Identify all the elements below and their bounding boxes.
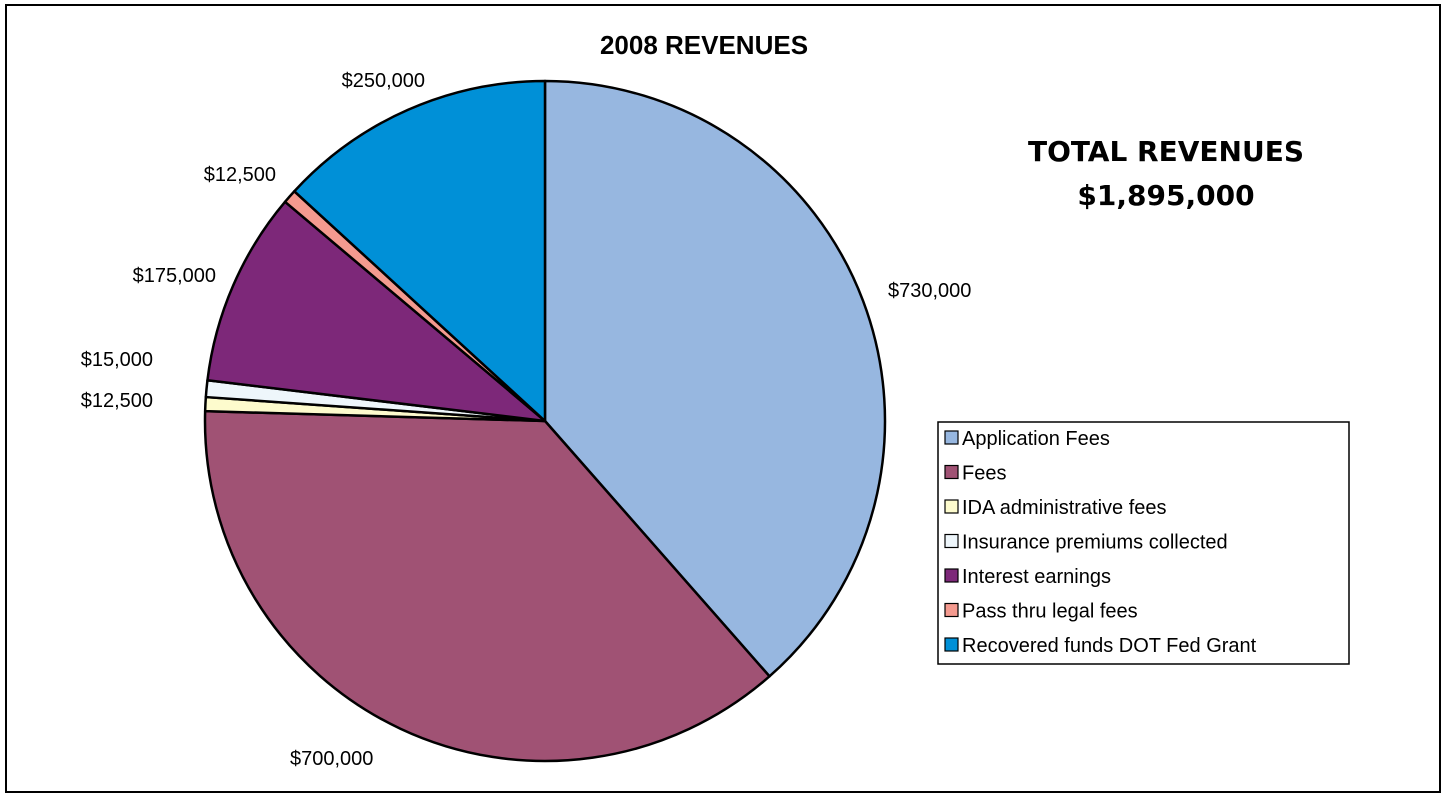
data-label-insurance-premiums-collected: $15,000	[81, 349, 153, 371]
data-label-application-fees: $730,000	[888, 280, 971, 302]
data-label-fees: $700,000	[290, 748, 373, 770]
legend-swatch-application-fees	[944, 430, 959, 445]
pie-slice-recovered-funds-dot-fed-grant	[293, 79, 547, 423]
legend-swatch-ida-administrative-fees	[944, 499, 959, 514]
legend-label-interest-earnings: Interest earnings	[962, 566, 1111, 588]
legend-swatch-recovered-funds-dot-fed-grant	[944, 637, 959, 652]
data-label-recovered-funds-dot-fed-grant: $250,000	[342, 70, 425, 92]
legend-label-insurance-premiums-collected: Insurance premiums collected	[962, 532, 1228, 554]
pie-slices	[203, 79, 887, 763]
legend-label-application-fees: Application Fees	[962, 428, 1110, 450]
legend: Application Fees Fees IDA administrative f…	[937, 421, 1350, 665]
legend-label-ida-administrative-fees: IDA administrative fees	[962, 497, 1167, 519]
pie-slice-interest-earnings	[206, 200, 547, 423]
pie-slice-fees	[203, 409, 771, 763]
legend-label-recovered-funds-dot-fed-grant: Recovered funds DOT Fed Grant	[962, 635, 1257, 657]
legend-swatch-interest-earnings	[944, 568, 959, 583]
chart-title: 2008 REVENUES	[600, 30, 808, 60]
pie-slice-application-fees	[543, 79, 887, 678]
data-label-ida-administrative-fees: $12,500	[81, 390, 153, 412]
legend-label-fees: Fees	[962, 463, 1006, 485]
legend-swatch-pass-thru-legal-fees	[944, 602, 959, 618]
data-label-pass-thru-legal-fees: $12,500	[204, 164, 276, 186]
total-revenues-value: $1,895,000	[1077, 179, 1254, 212]
legend-label-pass-thru-legal-fees: Pass thru legal fees	[962, 601, 1138, 623]
legend-box	[937, 421, 1350, 665]
data-labels: $730,000 $700,000 $12,500 $15,000 $175,000 $1…	[81, 70, 972, 770]
data-label-interest-earnings: $175,000	[133, 265, 216, 287]
total-revenues-label: TOTAL REVENUES	[1028, 135, 1304, 168]
legend-swatch-fees	[944, 464, 959, 480]
legend-swatch-insurance-premiums-collected	[944, 533, 959, 549]
